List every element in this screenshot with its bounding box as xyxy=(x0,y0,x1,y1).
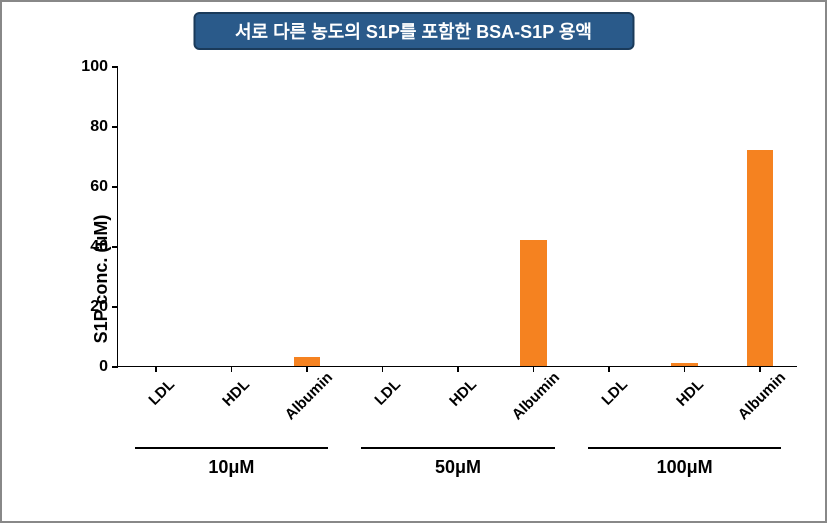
plot-region: 020406080100LDLHDLAlbuminLDLHDLAlbuminLD… xyxy=(117,67,797,367)
chart-title-banner: 서로 다른 농도의 S1P를 포함한 BSA-S1P 용액 xyxy=(193,12,634,50)
group-underline xyxy=(588,447,781,449)
x-category-label: HDL xyxy=(433,376,480,423)
x-tick xyxy=(684,366,686,372)
x-tick xyxy=(382,366,384,372)
x-tick xyxy=(759,366,761,372)
y-tick-label: 0 xyxy=(99,358,108,376)
x-category-label: HDL xyxy=(659,376,706,423)
x-tick xyxy=(231,366,233,372)
x-tick xyxy=(533,366,535,372)
chart-frame: 서로 다른 농도의 S1P를 포함한 BSA-S1P 용액 S1P conc. … xyxy=(0,0,827,523)
y-axis-title: S1P conc. (uM) xyxy=(91,215,112,344)
x-category-label: LDL xyxy=(584,376,631,423)
chart-title: 서로 다른 농도의 S1P를 포함한 BSA-S1P 용액 xyxy=(235,22,592,42)
group-label: 10μM xyxy=(208,457,254,478)
y-tick-label: 100 xyxy=(81,58,108,76)
group-label: 100μM xyxy=(657,457,713,478)
group-label: 50μM xyxy=(435,457,481,478)
bar xyxy=(520,240,546,366)
x-category-label: Albumin xyxy=(735,376,782,423)
group-underline xyxy=(135,447,328,449)
bar xyxy=(747,150,773,366)
x-category-label: LDL xyxy=(357,376,404,423)
y-tick-label: 80 xyxy=(90,118,108,136)
x-category-label: Albumin xyxy=(282,376,329,423)
chart-area: S1P conc. (uM) 020406080100LDLHDLAlbumin… xyxy=(32,57,805,501)
x-tick xyxy=(608,366,610,372)
x-category-label: HDL xyxy=(206,376,253,423)
x-tick xyxy=(457,366,459,372)
y-tick xyxy=(112,126,118,128)
y-tick xyxy=(112,186,118,188)
y-tick-label: 60 xyxy=(90,178,108,196)
bar xyxy=(671,363,697,366)
x-category-label: Albumin xyxy=(508,376,555,423)
x-category-label: LDL xyxy=(130,376,177,423)
group-underline xyxy=(361,447,554,449)
y-tick-label: 20 xyxy=(90,298,108,316)
y-tick-label: 40 xyxy=(90,238,108,256)
y-tick xyxy=(112,246,118,248)
y-tick xyxy=(112,366,118,368)
bar xyxy=(294,357,320,366)
x-tick xyxy=(155,366,157,372)
x-tick xyxy=(306,366,308,372)
y-tick xyxy=(112,306,118,308)
y-tick xyxy=(112,66,118,68)
